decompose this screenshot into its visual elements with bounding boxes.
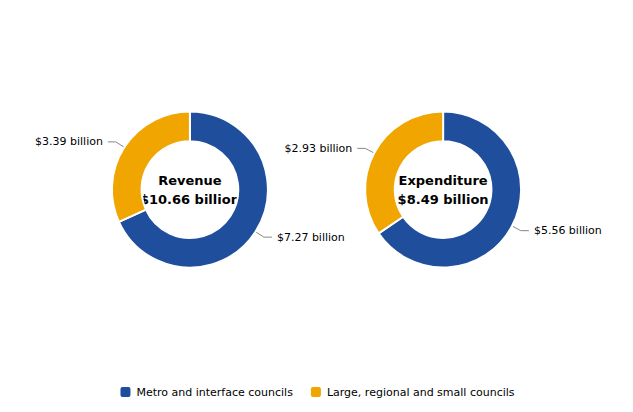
svg-text:$3.39 billion: $3.39 billion <box>35 135 103 148</box>
svg-text:Revenue: Revenue <box>158 173 222 188</box>
svg-text:$10.66 billion: $10.66 billion <box>140 192 240 207</box>
svg-text:Metro and interface councils: Metro and interface councils <box>136 386 293 399</box>
svg-text:Expenditure: Expenditure <box>399 173 488 188</box>
svg-text:$5.56 billion: $5.56 billion <box>534 224 602 237</box>
svg-text:$2.93 billion: $2.93 billion <box>284 142 352 155</box>
svg-text:Large, regional and small coun: Large, regional and small councils <box>327 386 515 399</box>
svg-text:$8.49 billion: $8.49 billion <box>398 192 489 207</box>
svg-text:$7.27 billion: $7.27 billion <box>277 231 345 244</box>
